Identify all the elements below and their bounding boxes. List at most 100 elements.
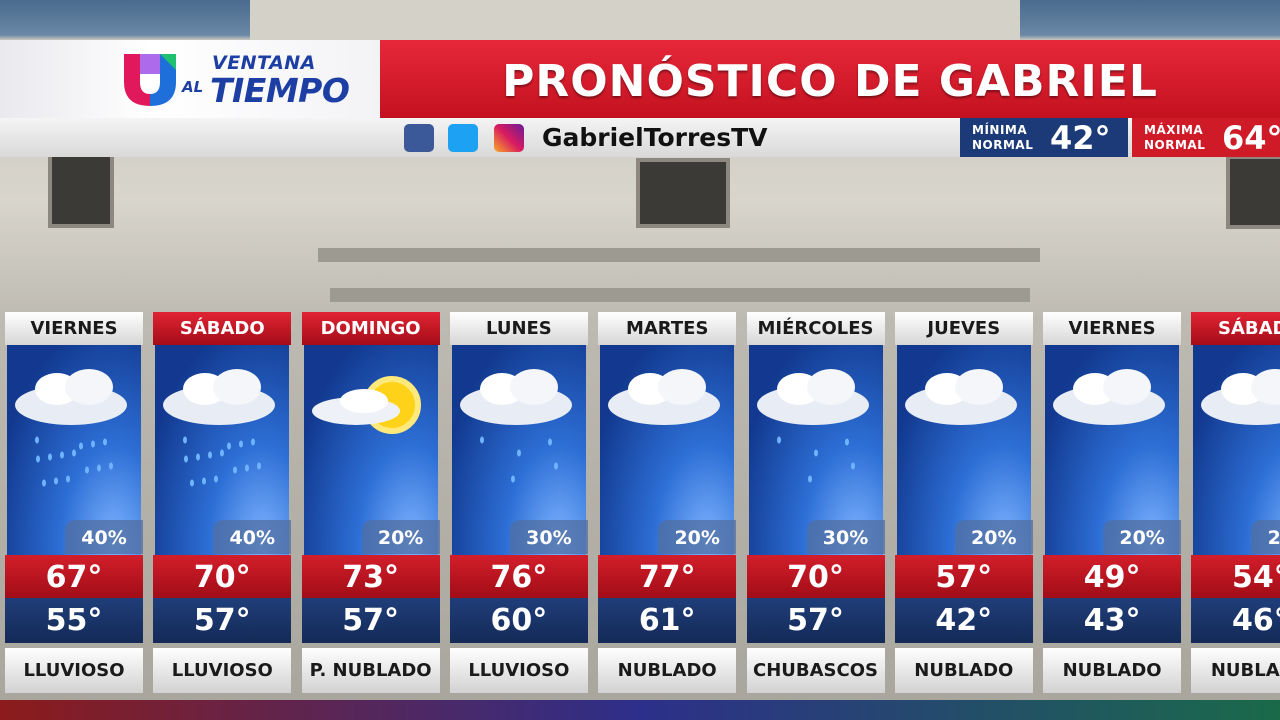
raindrop xyxy=(60,451,64,459)
cloud xyxy=(658,369,707,405)
cloud xyxy=(806,369,855,405)
raindrop xyxy=(202,477,207,485)
social-handle: GabrielTorresTV xyxy=(542,123,768,152)
high-temp: 73° xyxy=(301,555,440,598)
cloud xyxy=(1251,369,1280,405)
building xyxy=(250,0,1020,40)
low-temp: 42° xyxy=(894,598,1033,643)
cloud xyxy=(339,389,388,413)
day-name: MARTES xyxy=(598,312,737,345)
raindrop xyxy=(109,462,113,470)
raindrop xyxy=(844,438,849,446)
raindrop xyxy=(48,453,52,461)
weather-icon xyxy=(1201,369,1280,425)
logo-text: AL xyxy=(182,78,204,96)
raindrop xyxy=(850,462,855,470)
cloud xyxy=(1103,369,1152,405)
raindrop xyxy=(42,479,46,487)
logo-text: VENTANA xyxy=(212,52,316,74)
precip-chance: 20% xyxy=(1103,520,1182,554)
day-name: MIÉRCOLES xyxy=(746,312,885,345)
day-card: JUEVES 20% 57° 42° NUBLADO xyxy=(894,312,1033,694)
window xyxy=(636,158,730,228)
sky-panel xyxy=(600,345,735,555)
raindrop xyxy=(553,462,558,470)
raindrop xyxy=(220,449,225,457)
day-card: MARTES 20% 77° 61° NUBLADO xyxy=(598,312,737,694)
window xyxy=(1226,155,1280,229)
precip-chance: 40% xyxy=(213,520,292,554)
high-temp: 76° xyxy=(449,555,588,598)
normal-value: 64° xyxy=(1222,119,1280,157)
twitter-icon xyxy=(448,124,478,152)
day-name: JUEVES xyxy=(894,312,1033,345)
low-temp: 46° xyxy=(1191,598,1280,643)
low-temp: 57° xyxy=(301,598,440,643)
day-card: VIERNES 20% 49° 43° NUBLADO xyxy=(1043,312,1182,694)
raindrop xyxy=(97,464,101,472)
raindrop xyxy=(35,436,39,444)
raindrop xyxy=(72,449,76,457)
normal-min: MÍNIMA NORMAL 42° xyxy=(960,118,1128,157)
normal-max: MÁXIMA NORMAL 64° xyxy=(1132,118,1280,157)
weather-icon xyxy=(459,369,572,483)
raindrop xyxy=(251,438,256,446)
weather-icon xyxy=(15,369,127,487)
raindrop xyxy=(196,453,201,461)
raindrop xyxy=(479,436,484,444)
logo-text: TIEMPO xyxy=(210,71,350,110)
condition: CHUBASCOS xyxy=(746,648,885,693)
ledge xyxy=(318,248,1040,262)
day-name: VIERNES xyxy=(1043,312,1182,345)
day-card: VIERNES 40% 67° 55° LLUVIOSO xyxy=(5,312,143,694)
precip-chance: 40% xyxy=(65,520,143,554)
normal-label: MÁXIMA NORMAL xyxy=(1144,123,1205,153)
day-name: VIERNES xyxy=(5,312,143,345)
label-line: MÍNIMA xyxy=(972,123,1028,137)
raindrop xyxy=(245,464,250,472)
raindrop xyxy=(214,475,219,483)
condition: P. NUBLADO xyxy=(301,648,440,693)
normals: MÍNIMA NORMAL 42° MÁXIMA NORMAL 64° xyxy=(960,118,1280,157)
low-temp: 55° xyxy=(5,598,143,643)
precip-chance: 20% xyxy=(658,520,737,554)
raindrop xyxy=(510,475,515,483)
raindrop xyxy=(79,442,83,450)
weather-icon xyxy=(756,369,869,483)
weather-icon xyxy=(1053,369,1166,425)
instagram-icon xyxy=(494,124,524,152)
raindrop xyxy=(54,477,58,485)
raindrop xyxy=(66,475,70,483)
logo: VENTANA AL TIEMPO xyxy=(0,40,380,118)
raindrop xyxy=(36,455,40,463)
condition: LLUVIOSO xyxy=(449,648,588,693)
raindrop xyxy=(813,449,818,457)
cloud xyxy=(65,369,113,405)
weather-icon xyxy=(608,369,721,425)
day-name: LUNES xyxy=(449,312,588,345)
high-temp: 54° xyxy=(1191,555,1280,598)
day-card: LUNES 30% 76° 60° LLUVIOSO xyxy=(449,312,588,694)
label-line: NORMAL xyxy=(972,138,1034,152)
raindrop xyxy=(91,440,95,448)
day-card: SÁBADO 20%54°46° NUBLADO xyxy=(1191,312,1280,694)
high-temp: 49° xyxy=(1043,555,1182,598)
raindrop xyxy=(776,436,781,444)
precip-chance: 20% xyxy=(1251,520,1280,554)
high-temp: 67° xyxy=(5,555,143,598)
raindrop xyxy=(183,436,188,444)
condition: LLUVIOSO xyxy=(153,648,292,693)
label-line: MÁXIMA xyxy=(1144,123,1204,137)
normal-label: MÍNIMA NORMAL xyxy=(972,123,1033,153)
normal-value: 42° xyxy=(1050,119,1111,157)
precip-chance: 30% xyxy=(509,520,588,554)
raindrop xyxy=(547,438,552,446)
low-temp: 43° xyxy=(1043,598,1182,643)
high-temp: 77° xyxy=(598,555,737,598)
raindrop xyxy=(257,462,262,470)
logo-mark xyxy=(124,54,176,106)
facebook-icon xyxy=(404,124,434,152)
cloud xyxy=(509,369,558,405)
raindrop xyxy=(85,466,89,474)
title: PRONÓSTICO DE GABRIEL xyxy=(502,56,1158,107)
